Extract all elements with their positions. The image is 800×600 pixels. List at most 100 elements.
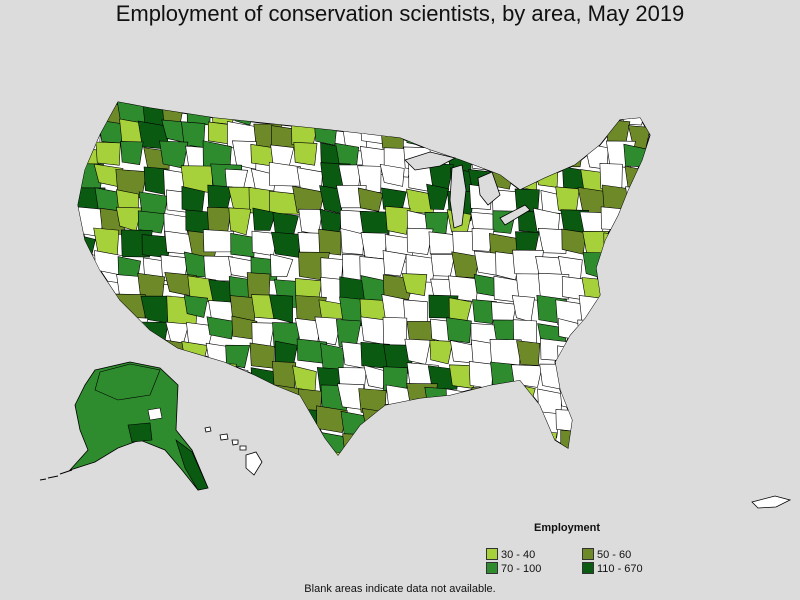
area-region: [581, 405, 610, 435]
area-region: [379, 163, 405, 187]
area-region: [561, 366, 594, 395]
area-region: [181, 341, 209, 369]
area-region: [647, 163, 650, 194]
alaska-south-central: [127, 422, 153, 443]
area-region: [210, 102, 238, 125]
legend-label-110-670: 110 - 670: [597, 563, 643, 575]
area-region: [600, 318, 628, 349]
area-region: [429, 102, 457, 124]
area-region: [226, 405, 251, 433]
area-region: [580, 102, 608, 125]
area-region: [576, 366, 601, 395]
area-region: [357, 187, 384, 212]
area-region: [647, 405, 650, 434]
area-region: [642, 340, 650, 367]
area-region: [78, 338, 101, 369]
area-region: [516, 340, 541, 366]
area-region: [533, 450, 564, 455]
legend-swatch-70-100: [486, 562, 498, 574]
area-region: [577, 449, 605, 455]
area-region: [313, 120, 338, 146]
area-region: [272, 404, 300, 433]
footnote: Blank areas indicate data not available.: [304, 583, 496, 595]
area-region: [626, 251, 650, 278]
area-region: [357, 102, 381, 125]
legend-swatch-30-40: [486, 548, 498, 560]
area-region: [384, 102, 415, 125]
area-region: [404, 448, 433, 455]
area-region: [406, 227, 434, 255]
area-region: [426, 183, 450, 210]
area-region: [316, 449, 344, 455]
area-region: [491, 450, 515, 455]
area-region: [78, 102, 99, 125]
area-region: [120, 141, 144, 166]
area-region: [540, 338, 571, 362]
area-region: [603, 232, 629, 259]
lake-erie: [499, 204, 531, 226]
area-region: [271, 384, 304, 411]
alaska-northern-region: [94, 363, 161, 401]
area-region: [645, 274, 650, 298]
area-region: [622, 297, 650, 329]
area-region: [401, 273, 428, 297]
area-region: [120, 449, 148, 455]
area-region: [340, 451, 373, 455]
area-region: [624, 364, 650, 389]
area-region: [533, 430, 558, 455]
lake-michigan: [449, 164, 467, 229]
area-region: [496, 386, 524, 417]
area-region: [646, 184, 650, 212]
lake-superior: [404, 151, 457, 171]
area-region: [539, 363, 563, 390]
alaska: [39, 361, 209, 491]
area-region: [605, 102, 633, 121]
area-region: [513, 408, 537, 439]
area-region: [430, 253, 456, 277]
area-region: [78, 323, 107, 349]
area-region: [364, 449, 394, 455]
area-region: [449, 425, 481, 454]
area-region: [471, 228, 495, 252]
area-region: [623, 322, 650, 347]
area-region: [269, 453, 295, 455]
area-region: [468, 452, 496, 455]
area-region: [384, 206, 411, 235]
area-region: [510, 143, 537, 174]
area-region: [252, 207, 277, 231]
area-region: [648, 233, 650, 258]
area-region: [363, 364, 387, 390]
area-region: [183, 295, 209, 318]
area-region: [187, 383, 221, 411]
area-region: [93, 339, 120, 366]
area-region: [647, 387, 650, 413]
area-region: [493, 407, 518, 432]
area-region: [335, 102, 359, 125]
area-region: [423, 405, 455, 434]
area-region: [203, 255, 233, 282]
aleutian-islands: [39, 469, 73, 481]
area-region: [445, 406, 469, 430]
legend-item-50-60: 50 - 60: [582, 548, 631, 561]
area-region: [268, 102, 298, 125]
area-region: [604, 409, 636, 433]
area-region: [137, 210, 167, 234]
area-region: [186, 102, 211, 126]
area-region: [291, 102, 324, 127]
area-region: [627, 272, 650, 298]
area-region: [649, 298, 650, 327]
area-region: [473, 408, 501, 436]
area-region: [249, 342, 275, 369]
area-region: [600, 206, 628, 231]
area-region: [251, 102, 278, 122]
area-region: [122, 316, 149, 346]
area-region: [203, 229, 234, 253]
legend-title: Employment: [534, 522, 601, 534]
area-region: [359, 432, 386, 455]
area-region: [604, 425, 629, 453]
area-region: [511, 118, 535, 148]
area-region: [404, 338, 431, 365]
area-region: [622, 338, 646, 369]
area-region: [428, 118, 462, 148]
area-region: [360, 316, 387, 345]
